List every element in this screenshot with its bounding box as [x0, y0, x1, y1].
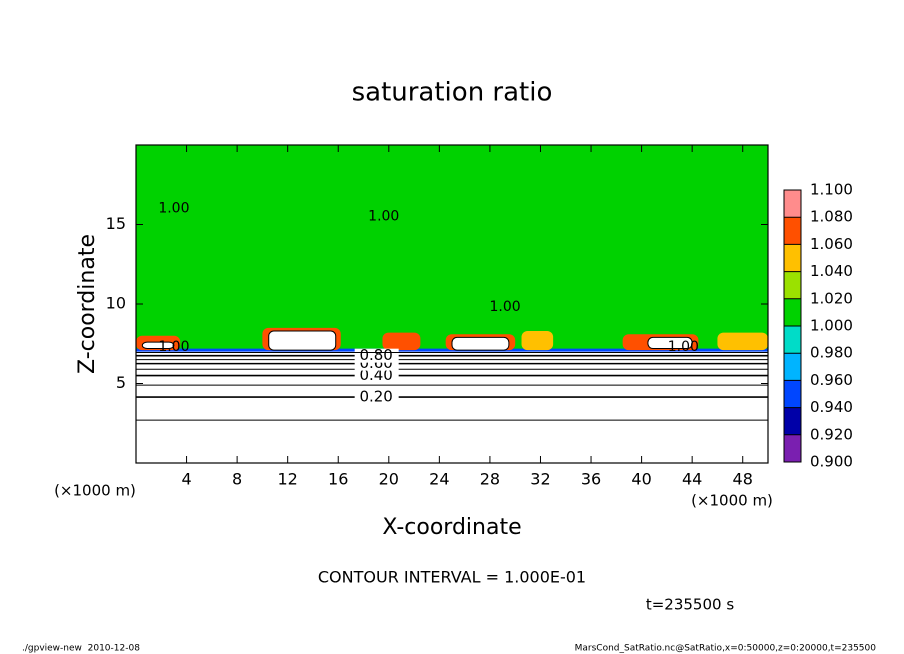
colorbar-label: 0.900 — [810, 453, 853, 471]
contour-label: 0.20 — [359, 388, 392, 406]
colorbar-label: 1.060 — [810, 235, 853, 253]
contour-label-bg — [354, 368, 399, 383]
colorbar-cell — [784, 190, 801, 218]
colorbar-label: 0.980 — [810, 344, 853, 362]
colorbar-cell — [784, 271, 801, 299]
contour-label: 1.00 — [158, 201, 189, 217]
x-axis-label: X-coordinate — [382, 515, 521, 540]
colorbar-cell — [784, 326, 801, 354]
supersaturated-patch — [717, 332, 768, 351]
chart-title: saturation ratio — [352, 78, 553, 108]
contour-label: 0.80 — [359, 346, 392, 364]
colorbar-label: 0.920 — [810, 425, 853, 443]
contour-label: 1.00 — [368, 209, 399, 225]
x-tick-label: 16 — [328, 470, 348, 489]
y-tick-label: 10 — [106, 294, 126, 313]
contour-label: 1.00 — [668, 339, 699, 355]
colorbar-cell — [784, 434, 801, 462]
colorbar-cell — [784, 353, 801, 381]
y-axis-label: Z-coordinate — [75, 234, 100, 374]
colorbar-label: 0.960 — [810, 371, 853, 389]
x-tick-label: 28 — [480, 470, 500, 489]
colorbar-label: 1.020 — [810, 289, 853, 307]
colorbar-cell — [784, 407, 801, 435]
colorbar-label: 1.080 — [810, 208, 853, 226]
cloud — [451, 336, 510, 351]
colorbar-label: 1.100 — [810, 181, 853, 199]
colorbar-cell — [784, 380, 801, 408]
colorbar-label: 1.040 — [810, 262, 853, 280]
contour-label-bg — [354, 390, 399, 405]
cloud — [141, 341, 175, 350]
y-tick-label: 15 — [106, 214, 126, 233]
x-tick-label: 44 — [682, 470, 702, 489]
y-unit: (×1000 m) — [54, 482, 136, 500]
colorbar-cell — [784, 217, 801, 245]
y-tick-label: 5 — [116, 373, 126, 392]
field-fill — [136, 145, 768, 351]
contour-label: 1.00 — [158, 339, 189, 355]
footer-left: ./gpview-new 2010-12-08 — [22, 644, 140, 654]
x-tick-label: 4 — [181, 470, 191, 489]
x-tick-label: 8 — [232, 470, 242, 489]
contour-interval: CONTOUR INTERVAL = 1.000E-01 — [318, 568, 586, 587]
colorbar-label: 1.000 — [810, 317, 853, 335]
x-tick-label: 36 — [581, 470, 601, 489]
x-tick-label: 12 — [278, 470, 298, 489]
time-label: t=235500 s — [646, 596, 734, 614]
colorbar-label: 0.940 — [810, 398, 853, 416]
colorbar-cell — [784, 244, 801, 272]
supersaturated-patch — [382, 332, 421, 351]
x-tick-label: 32 — [530, 470, 550, 489]
cloud — [268, 330, 337, 351]
x-tick-label: 20 — [379, 470, 399, 489]
supersaturated-patch — [521, 331, 554, 351]
x-tick-label: 40 — [631, 470, 651, 489]
x-tick-label: 24 — [429, 470, 449, 489]
x-tick-label: 48 — [733, 470, 753, 489]
contour-label: 1.00 — [490, 299, 521, 315]
colorbar-cell — [784, 298, 801, 326]
cloud — [647, 336, 693, 350]
x-unit: (×1000 m) — [691, 492, 773, 510]
footer-right: MarsCond_SatRatio.nc@SatRatio,x=0:50000,… — [575, 644, 877, 654]
